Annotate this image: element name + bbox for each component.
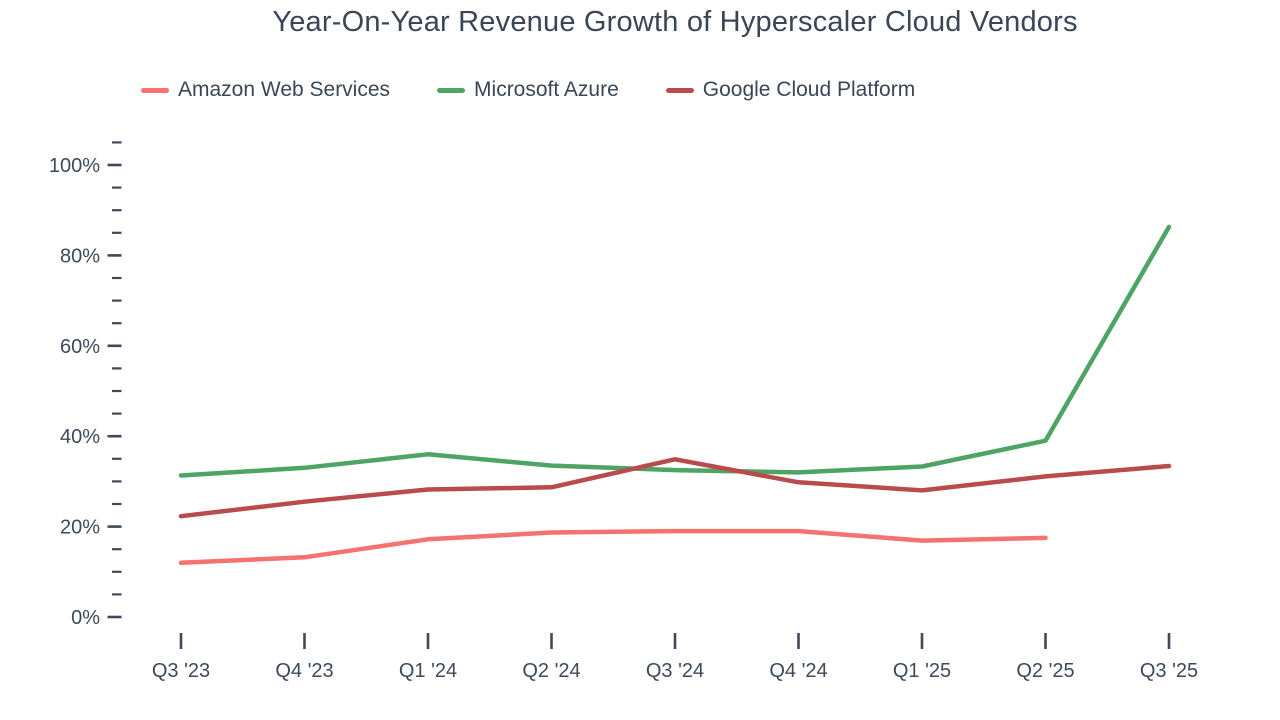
legend-label: Microsoft Azure xyxy=(474,78,619,101)
legend-line-swatch-icon xyxy=(437,87,466,93)
legend-label: Amazon Web Services xyxy=(178,78,391,101)
chart-title: Year-On-Year Revenue Growth of Hyperscal… xyxy=(272,6,1078,38)
x-axis-tick-label: Q3 '23 xyxy=(152,660,210,682)
chart-legend: Amazon Web Services Microsoft Azure Google… xyxy=(141,78,915,102)
legend-line-swatch-icon xyxy=(141,87,169,93)
x-axis-tick-label: Q1 '24 xyxy=(399,660,457,682)
series-line-microsoft-azure xyxy=(178,224,1172,478)
legend-line-swatch-icon xyxy=(665,87,694,93)
legend-label: Google Cloud Platform xyxy=(702,78,916,101)
x-axis-tick-label: Q4 '23 xyxy=(275,660,333,682)
y-axis-tick-label: 80% xyxy=(60,245,100,267)
x-axis-tick-label: Q4 '24 xyxy=(769,660,827,682)
x-axis-tick-label: Q2 '24 xyxy=(522,660,580,682)
y-axis-tick-label: 60% xyxy=(60,336,100,358)
y-axis-tick-label: 20% xyxy=(60,517,100,539)
y-axis-tick-label: 100% xyxy=(49,155,100,177)
legend-item-google-cloud-platform[interactable]: Google Cloud Platform xyxy=(665,78,916,102)
y-axis-tick-label: 40% xyxy=(60,426,100,448)
series-line-amazon-web-services xyxy=(178,528,1048,566)
legend-item-microsoft-azure[interactable]: Microsoft Azure xyxy=(437,78,619,102)
x-axis-tick-label: Q1 '25 xyxy=(893,660,951,682)
x-axis-tick-label: Q3 '25 xyxy=(1140,660,1198,682)
x-axis-tick-label: Q3 '24 xyxy=(646,660,704,682)
x-axis-tick-label: Q2 '25 xyxy=(1016,660,1074,682)
series-line-google-cloud-platform xyxy=(178,457,1172,519)
legend-item-amazon-web-services[interactable]: Amazon Web Services xyxy=(141,78,390,102)
y-axis-tick-label: 0% xyxy=(71,607,100,629)
